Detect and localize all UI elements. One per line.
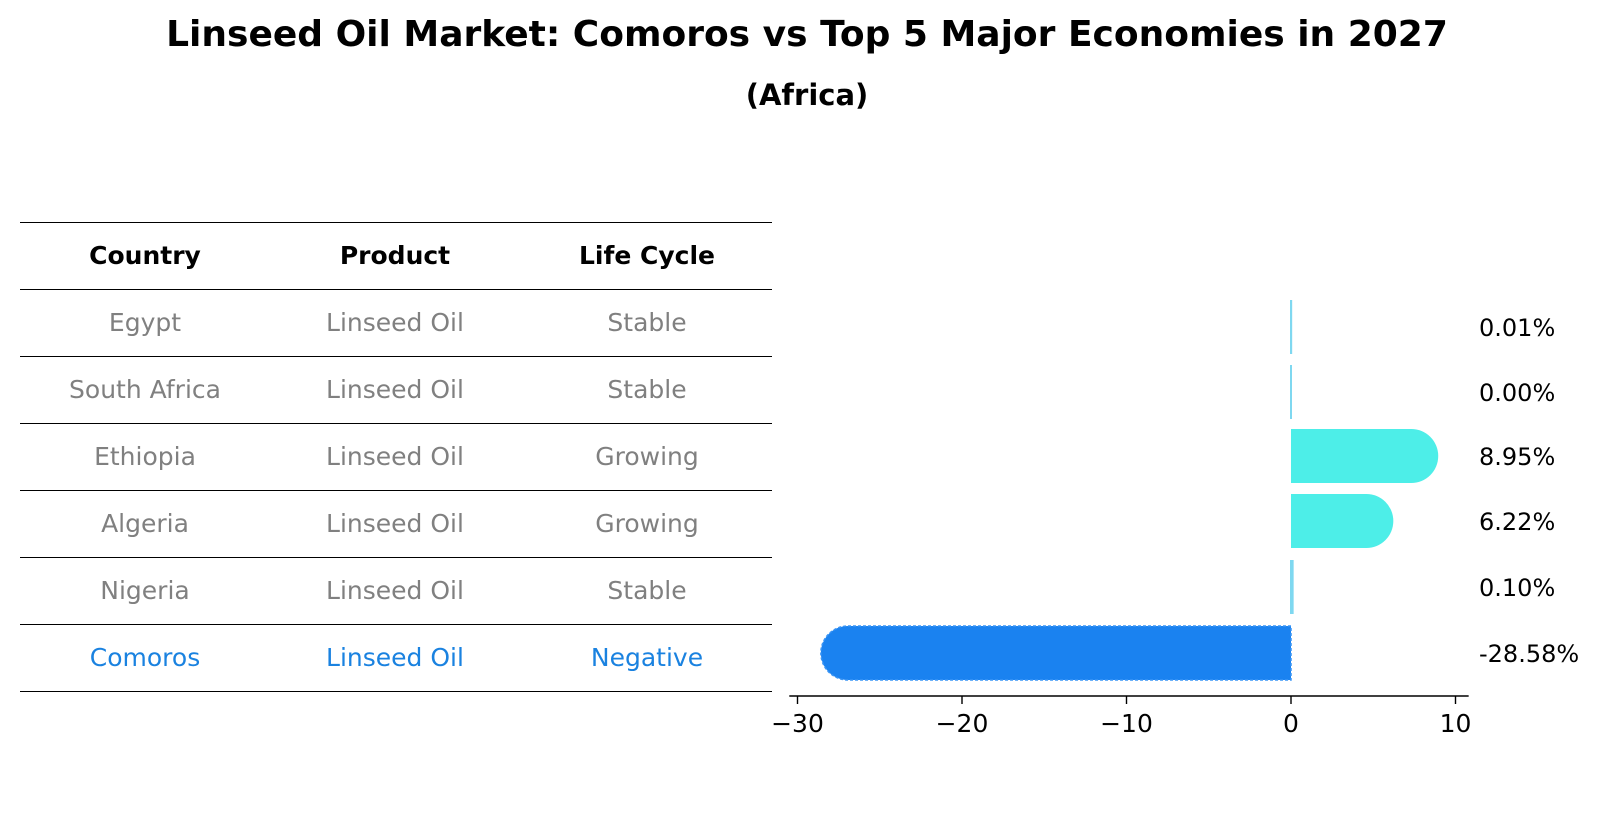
cell-country: Egypt bbox=[108, 308, 182, 337]
x-tick-label: −10 bbox=[1100, 709, 1153, 738]
comparison-table: Country Product Life Cycle Egypt Linseed… bbox=[20, 222, 772, 692]
cell-life-cycle: Stable bbox=[607, 576, 687, 605]
cell-product: Linseed Oil bbox=[326, 308, 464, 337]
bar bbox=[1290, 365, 1292, 419]
table-row: Ethiopia Linseed Oil Growing bbox=[20, 423, 772, 490]
data-label: 6.22% bbox=[1479, 508, 1555, 536]
table-row: South Africa Linseed Oil Stable bbox=[20, 356, 772, 423]
table-row: Nigeria Linseed Oil Stable bbox=[20, 557, 772, 624]
x-tick-label: 10 bbox=[1440, 709, 1472, 738]
cell-life-cycle: Negative bbox=[590, 643, 704, 672]
cell-product: Linseed Oil bbox=[326, 442, 464, 471]
header-country: Country bbox=[89, 241, 201, 270]
table-row-highlight: Comoros Linseed Oil Negative bbox=[20, 624, 772, 692]
cell-product: Linseed Oil bbox=[326, 509, 464, 538]
header-life-cycle: Life Cycle bbox=[578, 241, 716, 270]
table-row: Algeria Linseed Oil Growing bbox=[20, 490, 772, 557]
x-tick-label: 0 bbox=[1283, 709, 1299, 738]
cell-country: Ethiopia bbox=[94, 442, 196, 471]
cell-country: Comoros bbox=[89, 643, 201, 672]
table-header-row: Country Product Life Cycle bbox=[20, 222, 772, 289]
cell-country: South Africa bbox=[69, 375, 221, 404]
data-label: 0.10% bbox=[1479, 574, 1555, 602]
data-label: 0.01% bbox=[1479, 314, 1555, 342]
data-label: 0.00% bbox=[1479, 379, 1555, 407]
cell-product: Linseed Oil bbox=[326, 643, 464, 672]
bar bbox=[1290, 560, 1294, 614]
cell-life-cycle: Stable bbox=[607, 308, 687, 337]
cell-life-cycle: Growing bbox=[595, 442, 699, 471]
cell-country: Nigeria bbox=[100, 576, 190, 605]
data-label: 8.95% bbox=[1479, 443, 1555, 471]
bar bbox=[1291, 494, 1394, 548]
chart-subtitle: (Africa) bbox=[745, 78, 869, 112]
cell-life-cycle: Growing bbox=[595, 509, 699, 538]
cell-product: Linseed Oil bbox=[326, 375, 464, 404]
cell-country: Algeria bbox=[101, 509, 189, 538]
header-product: Product bbox=[339, 241, 451, 270]
bar bbox=[820, 625, 1292, 681]
bar bbox=[1291, 429, 1439, 483]
chart-title: Linseed Oil Market: Comoros vs Top 5 Maj… bbox=[166, 14, 1448, 55]
cell-life-cycle: Stable bbox=[607, 375, 687, 404]
data-label: -28.58% bbox=[1479, 640, 1579, 668]
table-row: Egypt Linseed Oil Stable bbox=[20, 289, 772, 356]
cell-product: Linseed Oil bbox=[326, 576, 464, 605]
x-tick-label: −30 bbox=[771, 709, 824, 738]
bar bbox=[1290, 300, 1293, 354]
x-tick-label: −20 bbox=[936, 709, 989, 738]
